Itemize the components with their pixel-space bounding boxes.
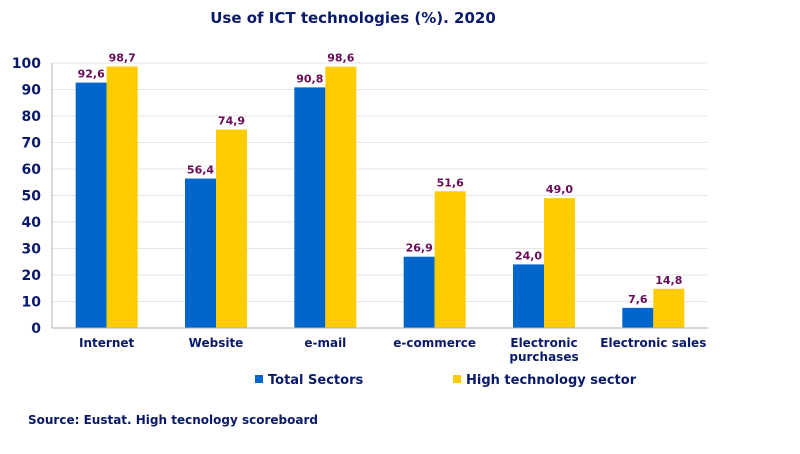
data-label-total-sectors-website: 56,4	[187, 164, 214, 177]
data-label-total-sectors-electronic-purchases: 24,0	[515, 249, 542, 262]
bar-high-technology-sector-electronic-sales	[653, 288, 685, 328]
bar-high-technology-sector-e-mail	[325, 66, 357, 329]
x-tick-label-electronic-purchases-line-1: Electronic	[510, 336, 577, 350]
data-label-high-technology-sector-electronic-purchases: 49,0	[546, 183, 573, 196]
data-label-high-technology-sector-electronic-sales: 14,8	[655, 274, 682, 287]
x-tick-label-e-mail: e-mail	[304, 336, 346, 350]
data-label-total-sectors-e-mail: 90,8	[296, 72, 323, 85]
y-tick-label-10: 10	[22, 295, 42, 311]
gridlines	[52, 62, 708, 302]
data-label-high-technology-sector-website: 74,9	[218, 115, 245, 128]
bars	[75, 66, 685, 329]
chart-title: Use of ICT technologies (%). 2020	[210, 9, 496, 27]
bar-total-sectors-website	[185, 178, 216, 328]
y-tick-label-20: 20	[22, 268, 42, 284]
bar-total-sectors-electronic-sales	[622, 307, 654, 328]
x-tick-label-electronic-sales: Electronic sales	[600, 336, 706, 350]
y-tick-label-90: 90	[22, 83, 42, 99]
y-tick-label-60: 60	[22, 162, 42, 178]
legend-label-high-technology-sector: High technology sector	[466, 373, 637, 388]
data-label-high-technology-sector-e-commerce: 51,6	[437, 176, 464, 189]
data-labels: 92,6 98,7 56,4 74,9 90,8 98,6 26,9 51,6 24,0 49,0…	[78, 51, 683, 305]
y-tick-label-0: 0	[31, 321, 41, 337]
data-label-total-sectors-internet: 92,6	[78, 68, 105, 81]
bar-total-sectors-e-mail	[294, 87, 326, 328]
legend-swatch-total-sectors	[255, 375, 263, 383]
y-tick-label-50: 50	[22, 189, 42, 205]
x-tick-label-internet: Internet	[79, 336, 134, 350]
legend: Total Sectors High technology sector	[255, 373, 637, 388]
source-note: Source: Eustat. High tecnology scoreboar…	[28, 413, 318, 427]
data-label-total-sectors-electronic-sales: 7,6	[628, 293, 648, 306]
y-tick-label-40: 40	[22, 215, 42, 231]
data-label-high-technology-sector-internet: 98,7	[109, 51, 136, 64]
bar-total-sectors-e-commerce	[403, 256, 435, 328]
y-tick-label-80: 80	[22, 109, 42, 125]
x-tick-label-e-commerce: e-commerce	[393, 336, 476, 350]
data-label-total-sectors-e-commerce: 26,9	[406, 242, 433, 255]
data-label-high-technology-sector-e-mail: 98,6	[327, 52, 354, 65]
bar-total-sectors-electronic-purchases	[513, 264, 544, 328]
y-axis-ticks: 0 10 20 30 40 50 60 70 80 90 100	[12, 56, 41, 337]
bar-high-technology-sector-e-commerce	[434, 191, 466, 328]
y-tick-label-70: 70	[22, 136, 42, 152]
bar-high-technology-sector-internet	[106, 66, 138, 328]
legend-swatch-high-technology-sector	[453, 375, 461, 383]
y-tick-label-100: 100	[12, 56, 41, 72]
x-tick-label-electronic-purchases-line-2: purchases	[509, 350, 578, 364]
y-tick-label-30: 30	[22, 242, 42, 258]
x-tick-label-website: Website	[189, 336, 244, 350]
bar-high-technology-sector-electronic-purchases	[544, 198, 575, 328]
x-axis-ticks: Internet Website e-mail e-commerce Electroni…	[79, 336, 706, 364]
bar-high-technology-sector-website	[216, 129, 247, 328]
legend-label-total-sectors: Total Sectors	[268, 373, 363, 388]
bar-total-sectors-internet	[75, 82, 107, 328]
